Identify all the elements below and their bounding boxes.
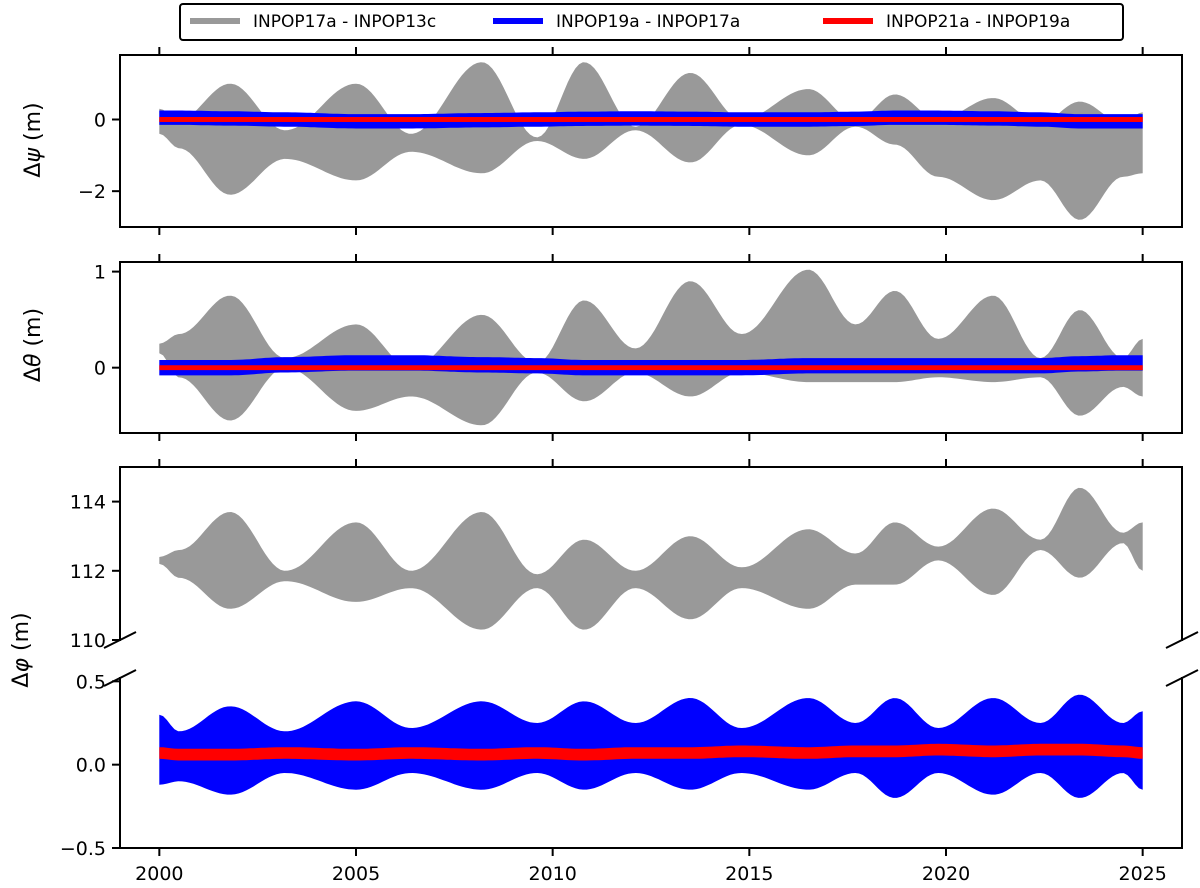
ytick-label-psi-0: 0 [94, 110, 106, 132]
series-psi-inpop21a-inpop19a [159, 117, 1143, 122]
xtick-label-0: 2000 [135, 863, 183, 885]
series-phi_lower-inpop21a-inpop19a [159, 743, 1143, 761]
legend-label-inpop17a-13c: INPOP17a - INPOP13c [253, 12, 436, 32]
series-phi_lower-inpop19a-inpop17a [159, 694, 1143, 798]
ytick-label-psi-1: −2 [78, 181, 106, 203]
xtick-label-1: 2005 [332, 863, 380, 885]
ytick-label-phi_upper-2: 110 [70, 630, 106, 652]
ytick-label-phi_upper-0: 114 [70, 492, 106, 514]
series-phi_upper-inpop17a-inpop13c [159, 487, 1143, 630]
ytick-label-phi_lower-0: 0.5 [76, 671, 106, 693]
frame-psi [119, 54, 1183, 228]
ytick-label-theta-0: 1 [94, 262, 106, 284]
ytick-label-theta-1: 0 [94, 358, 106, 380]
legend-label-inpop19a-17a: INPOP19a - INPOP17a [556, 12, 740, 32]
xtick-label-3: 2015 [725, 863, 773, 885]
xtick-label-5: 2025 [1118, 863, 1166, 885]
legend-box [179, 3, 1124, 41]
ylabel-phi: Δφ (m) [9, 612, 34, 687]
ytick-label-phi_lower-1: 0.0 [76, 755, 106, 777]
ylabel-psi: Δψ (m) [21, 102, 46, 177]
legend: INPOP17a - INPOP13c INPOP19a - INPOP17a … [179, 3, 1124, 41]
axis-break-right-0 [1165, 631, 1199, 649]
frame-theta [119, 261, 1183, 434]
axis-break-left-0 [103, 631, 137, 649]
series-theta-inpop17a-inpop13c [159, 269, 1143, 426]
xtick-label-4: 2020 [922, 863, 970, 885]
series-psi-inpop17a-inpop13c [159, 62, 1143, 220]
series-theta-inpop21a-inpop19a [159, 365, 1143, 371]
legend-label-inpop21a-19a: INPOP21a - INPOP19a [886, 12, 1070, 32]
plot-layer: 0 −2 1 0 114 112 110 0.5 0.0 −0.5 2000 2005 2010 2015… [60, 47, 1199, 885]
xtick-label-2: 2010 [528, 863, 576, 885]
ytick-label-phi_lower-2: −0.5 [60, 838, 106, 860]
ylabel-theta: Δθ (m) [21, 308, 46, 382]
axis-break-right-1 [1165, 669, 1199, 687]
ytick-label-phi_upper-1: 112 [70, 561, 106, 583]
axis-break-left-1 [103, 669, 137, 687]
